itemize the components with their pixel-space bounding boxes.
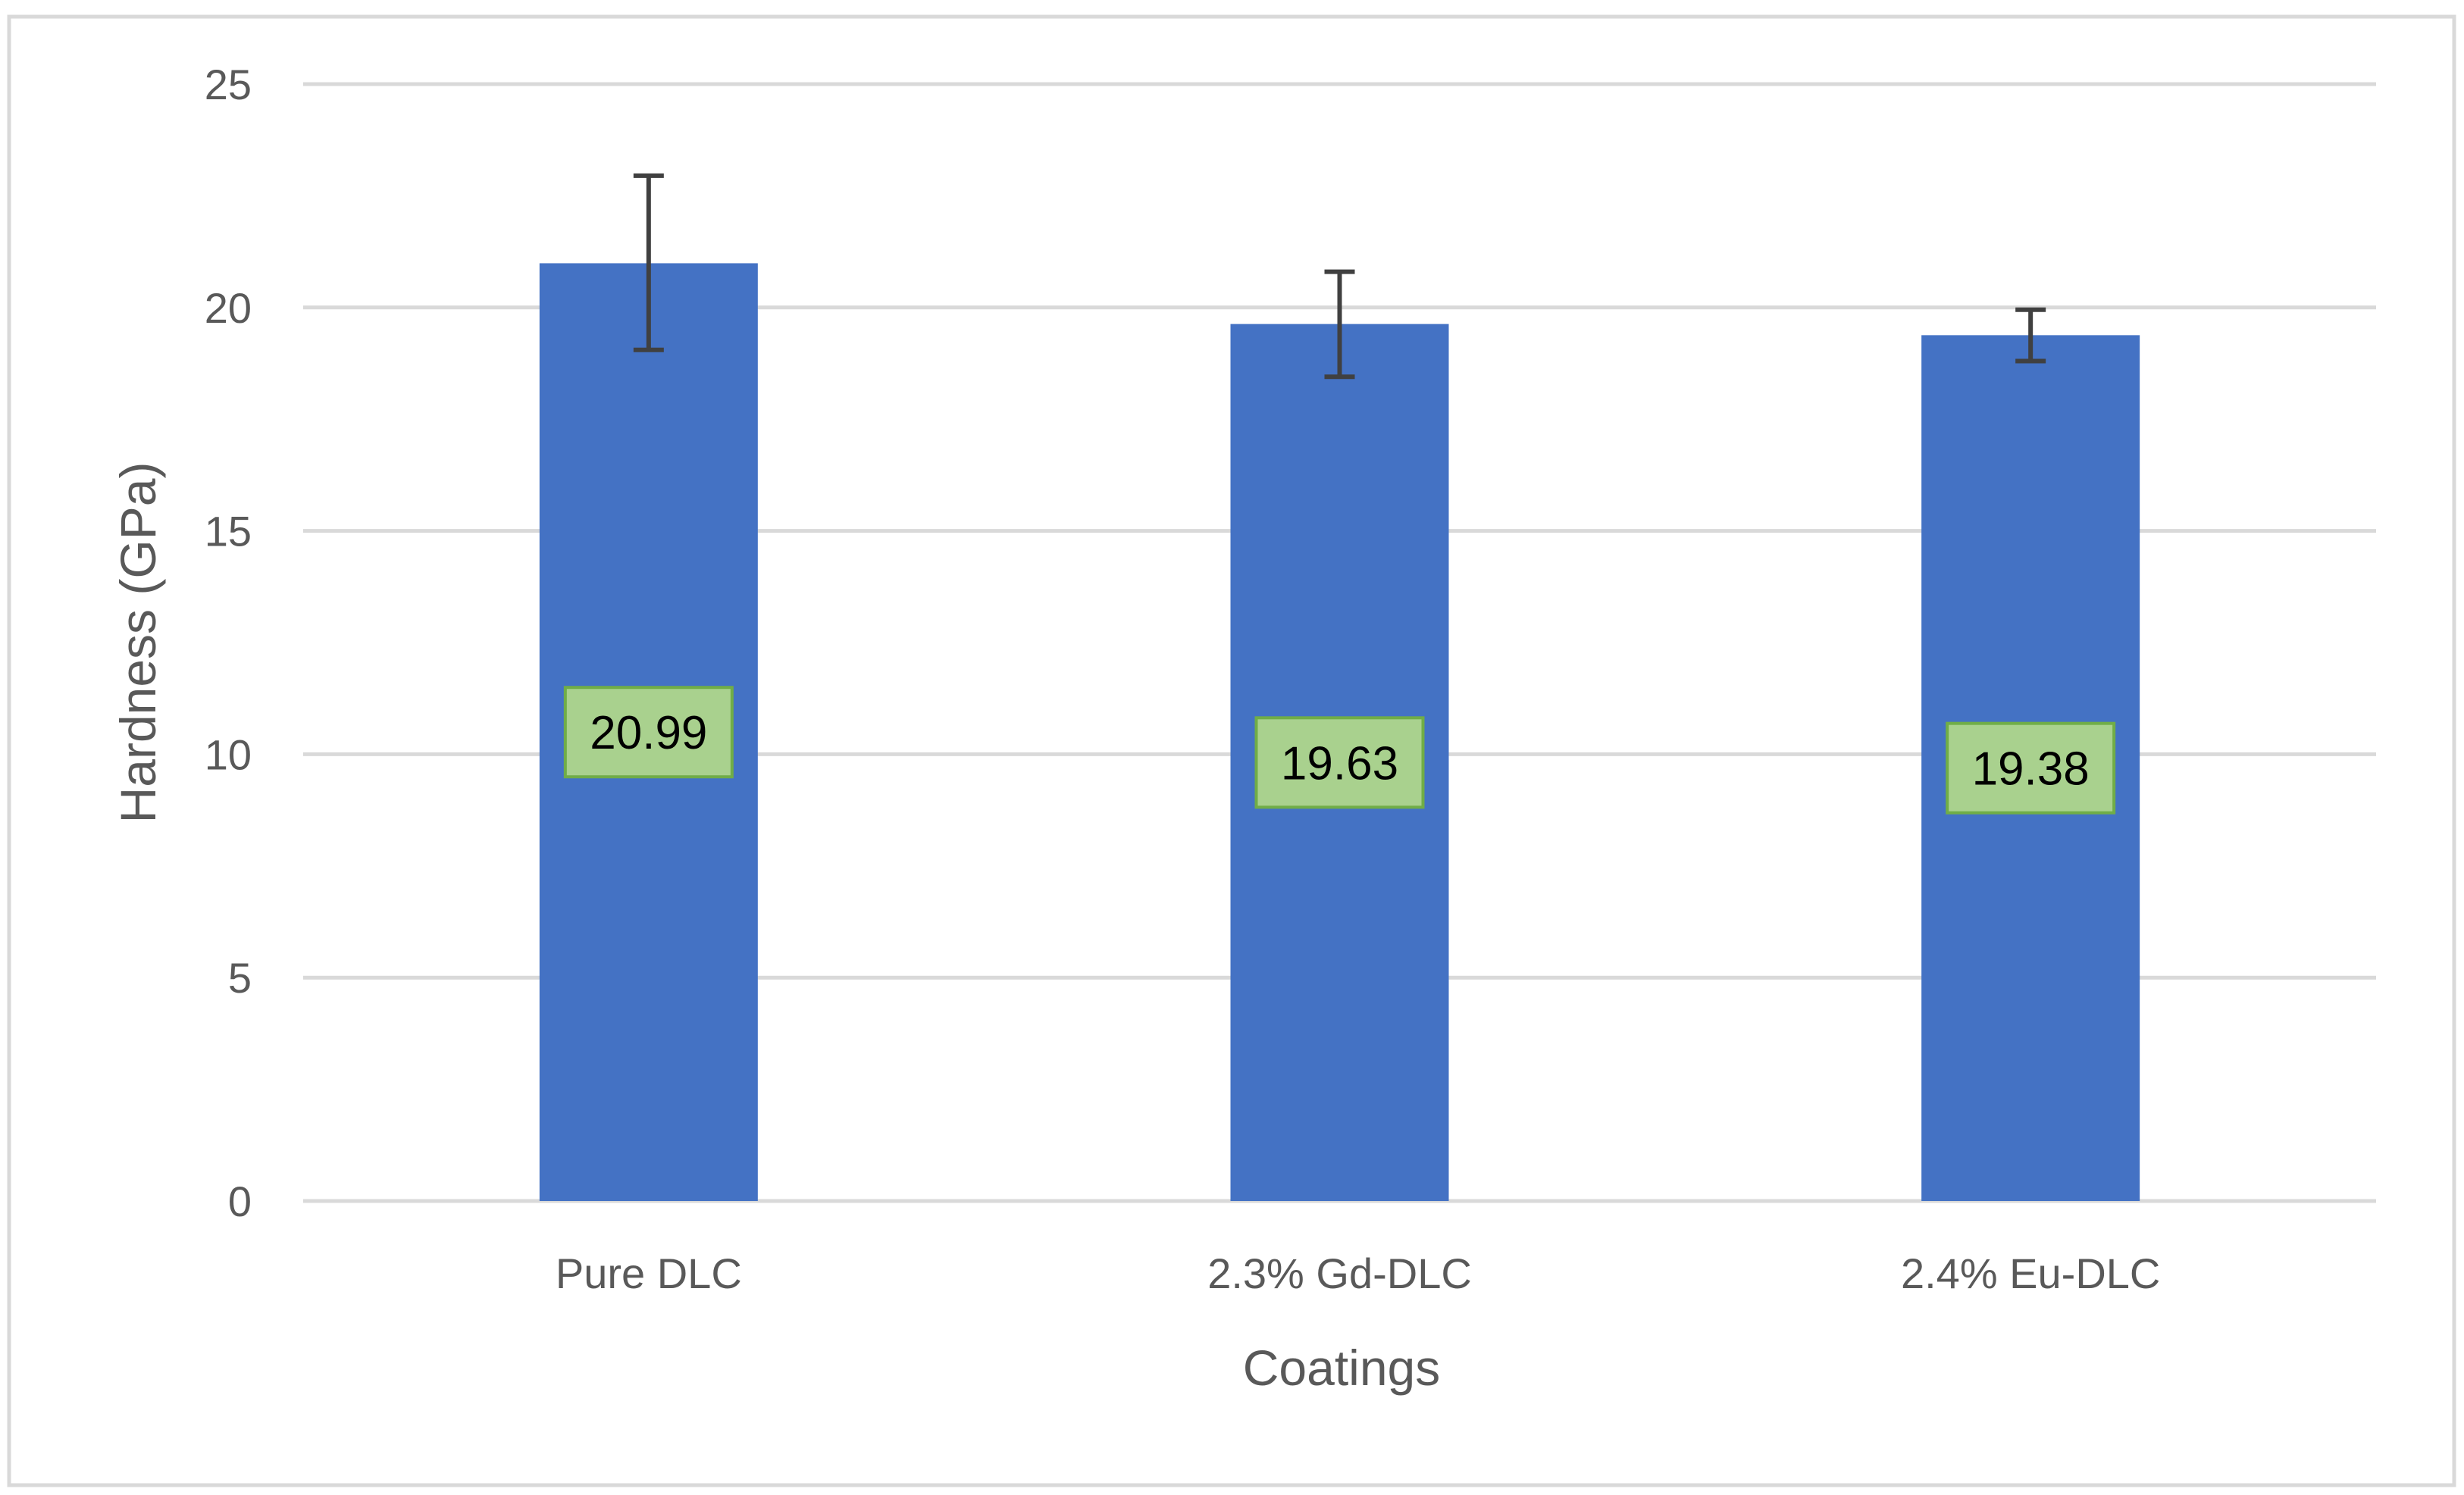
data-label-box xyxy=(1946,721,2116,815)
y-tick-label: 15 xyxy=(205,508,252,555)
y-axis-ticks: 0 5 10 15 20 25 xyxy=(205,61,252,1225)
data-label: 19.38 xyxy=(1972,743,2090,796)
y-axis-title: Hardness (GPa) xyxy=(110,462,166,824)
y-tick-label: 5 xyxy=(228,954,252,1002)
error-bars xyxy=(633,173,2046,380)
y-tick-label: 10 xyxy=(205,730,252,778)
data-label: 19.63 xyxy=(1281,737,1398,790)
x-tick-label: 2.3% Gd-DLC xyxy=(1207,1249,1472,1297)
x-tick-label: 2.4% Eu-DLC xyxy=(1901,1249,2160,1297)
y-tick-label: 20 xyxy=(205,284,252,332)
data-label-box xyxy=(1254,716,1425,809)
y-tick-label: 0 xyxy=(228,1178,252,1225)
x-axis-ticks: Pure DLC 2.3% Gd-DLC 2.4% Eu-DLC xyxy=(556,1249,2160,1297)
x-axis-title: Coatings xyxy=(1243,1340,1441,1396)
y-tick-label: 25 xyxy=(205,61,252,108)
data-label: 20.99 xyxy=(590,707,707,759)
data-labels: 20.99 19.63 19.38 xyxy=(563,686,2116,815)
data-label-box xyxy=(563,686,734,779)
x-tick-label: Pure DLC xyxy=(556,1249,742,1297)
